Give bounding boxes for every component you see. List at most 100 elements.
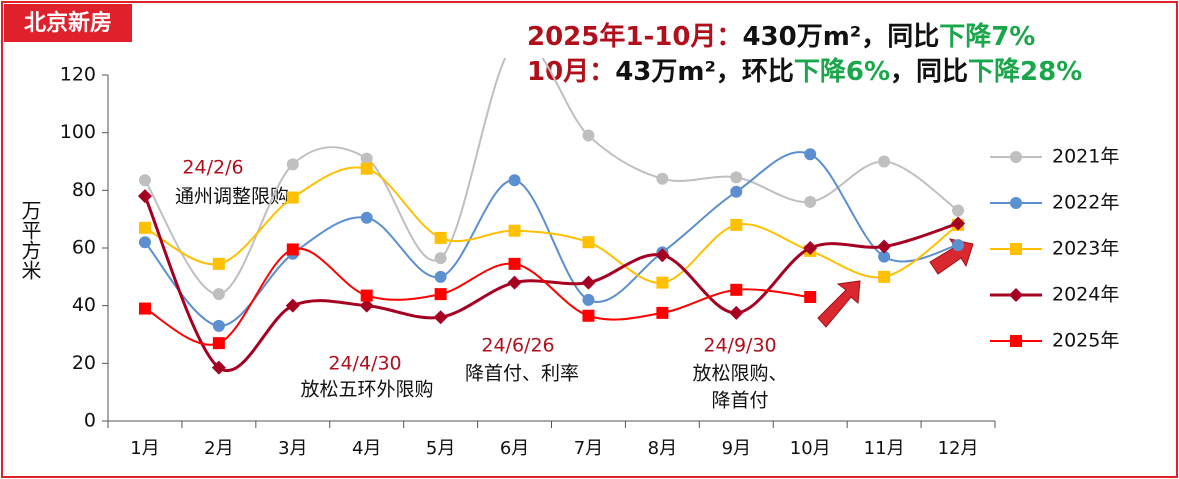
annotation: 24/2/6	[182, 157, 243, 179]
headline-part: 下降28%	[968, 57, 1082, 87]
headline-part: 10月：	[527, 57, 615, 87]
x-tick-label: 9月	[722, 438, 751, 459]
headline-part: 下降7%	[939, 22, 1035, 52]
headline-part: 下降6%	[794, 57, 890, 87]
annotation: 降首付、利率	[465, 363, 579, 385]
legend-label: 2024年	[1052, 284, 1119, 306]
x-tick-label: 1月	[130, 438, 159, 459]
x-tick-label: 2月	[204, 438, 233, 459]
point	[212, 319, 225, 332]
x-tick-label: 10月	[790, 438, 831, 459]
point	[730, 283, 743, 296]
legend-label: 2023年	[1052, 238, 1119, 260]
headline: 2025年1-10月：430万m²，同比下降7%	[527, 21, 1035, 52]
point	[878, 155, 891, 168]
point	[212, 337, 225, 350]
point	[582, 309, 595, 322]
annotation: 24/6/26	[481, 335, 554, 357]
annotation: 降首付	[711, 390, 768, 412]
y-tick-label: 100	[60, 121, 96, 143]
point	[285, 298, 300, 313]
point	[508, 174, 521, 187]
point	[804, 291, 817, 304]
y-tick-label: 40	[72, 294, 96, 316]
point	[434, 252, 447, 265]
point	[804, 148, 817, 161]
legend-label: 2021年	[1052, 146, 1119, 168]
x-tick-label: 4月	[352, 438, 381, 459]
point	[804, 195, 817, 208]
y-tick-label: 60	[72, 237, 96, 259]
point	[286, 243, 299, 256]
point	[434, 270, 447, 283]
point	[582, 129, 595, 142]
annotation: 通州调整限购	[175, 186, 289, 208]
y-axis-label: 万平方米	[18, 200, 42, 280]
point	[211, 360, 226, 375]
y-tick-label: 120	[60, 64, 96, 86]
point	[360, 162, 373, 175]
x-tick-label: 12月	[938, 438, 979, 459]
point	[582, 236, 595, 249]
point	[508, 257, 521, 270]
point	[507, 275, 522, 290]
point	[730, 185, 743, 198]
point	[878, 250, 891, 263]
point	[1010, 151, 1022, 163]
annotation: 放松五环外限购	[300, 379, 433, 401]
point	[656, 306, 669, 319]
legend-label: 2025年	[1052, 330, 1119, 352]
point	[138, 302, 151, 315]
point	[581, 275, 596, 290]
annotation: 24/9/30	[703, 335, 776, 357]
series-line	[144, 247, 811, 346]
point	[508, 224, 521, 237]
point	[582, 293, 595, 306]
point	[138, 174, 151, 187]
point	[286, 158, 299, 171]
point	[655, 248, 670, 263]
point	[360, 289, 373, 302]
headline: 10月：43万m²，环比下降6%，同比下降28%	[527, 57, 1082, 87]
y-tick-label: 20	[72, 352, 96, 374]
point	[951, 216, 966, 231]
plot	[137, 58, 966, 375]
point	[803, 241, 818, 255]
point	[212, 257, 225, 270]
point	[434, 288, 447, 301]
series-line	[144, 151, 959, 327]
x-tick-label: 3月	[278, 438, 307, 459]
x-tick-label: 11月	[864, 438, 905, 459]
point	[877, 239, 892, 254]
annotation: 24/4/30	[328, 353, 401, 375]
point	[729, 305, 744, 320]
annotation: 放松限购、	[692, 363, 787, 385]
headline-part: 2025年1-10月：	[527, 21, 742, 52]
point	[952, 239, 965, 252]
point	[952, 204, 965, 217]
y-tick-label: 80	[72, 179, 96, 201]
point	[878, 270, 891, 283]
point	[1009, 288, 1023, 302]
point	[434, 231, 447, 244]
x-tick-label: 8月	[648, 438, 677, 459]
point	[433, 310, 448, 325]
badge: 北京新房	[24, 10, 112, 36]
arrow	[817, 280, 861, 328]
badge-bg	[4, 4, 132, 42]
point	[1010, 335, 1022, 347]
point	[137, 189, 152, 204]
point	[138, 236, 151, 249]
x-tick-label: 5月	[426, 438, 455, 459]
headline-part: ，同比	[890, 57, 968, 87]
point	[656, 276, 669, 289]
point	[730, 171, 743, 184]
point	[730, 218, 743, 231]
point	[286, 191, 299, 204]
point	[212, 288, 225, 301]
legend-label: 2022年	[1052, 192, 1119, 214]
point	[656, 172, 669, 185]
point	[359, 298, 374, 313]
x-tick-label: 7月	[574, 438, 603, 459]
